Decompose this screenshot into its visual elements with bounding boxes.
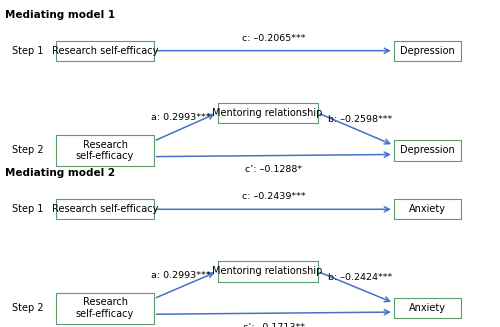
Text: c: –0.2065***: c: –0.2065*** [242,34,306,43]
FancyBboxPatch shape [394,41,461,61]
Text: Mediating model 2: Mediating model 2 [5,168,115,178]
Text: Mentoring relationship: Mentoring relationship [212,108,322,118]
FancyBboxPatch shape [56,199,154,219]
FancyBboxPatch shape [56,135,154,166]
Text: Anxiety: Anxiety [409,204,446,214]
Text: Research
self-efficacy: Research self-efficacy [76,297,134,319]
Text: Step 2: Step 2 [12,303,44,313]
Text: Depression: Depression [400,46,455,56]
Text: b: –0.2424***: b: –0.2424*** [328,273,393,282]
FancyBboxPatch shape [394,298,461,318]
Text: Research self-efficacy: Research self-efficacy [52,46,158,56]
Text: Research
self-efficacy: Research self-efficacy [76,140,134,161]
FancyBboxPatch shape [394,199,461,219]
Text: a: 0.2993***: a: 0.2993*** [151,271,210,281]
Text: Step 1: Step 1 [12,46,44,56]
Text: Research self-efficacy: Research self-efficacy [52,204,158,214]
FancyBboxPatch shape [394,140,461,161]
Text: Step 1: Step 1 [12,204,44,214]
Text: c: –0.2439***: c: –0.2439*** [242,192,306,201]
Text: c’: –0.1713**: c’: –0.1713** [243,323,305,327]
FancyBboxPatch shape [218,103,318,123]
Text: c’: –0.1288*: c’: –0.1288* [245,165,302,174]
Text: Mentoring relationship: Mentoring relationship [212,267,322,276]
Text: a: 0.2993***: a: 0.2993*** [151,113,210,122]
Text: Mediating model 1: Mediating model 1 [5,10,115,20]
Text: Anxiety: Anxiety [409,303,446,313]
Text: Depression: Depression [400,146,455,155]
FancyBboxPatch shape [56,41,154,61]
FancyBboxPatch shape [56,292,154,324]
FancyBboxPatch shape [218,261,318,282]
Text: b: –0.2598***: b: –0.2598*** [328,115,393,124]
Text: Step 2: Step 2 [12,146,44,155]
